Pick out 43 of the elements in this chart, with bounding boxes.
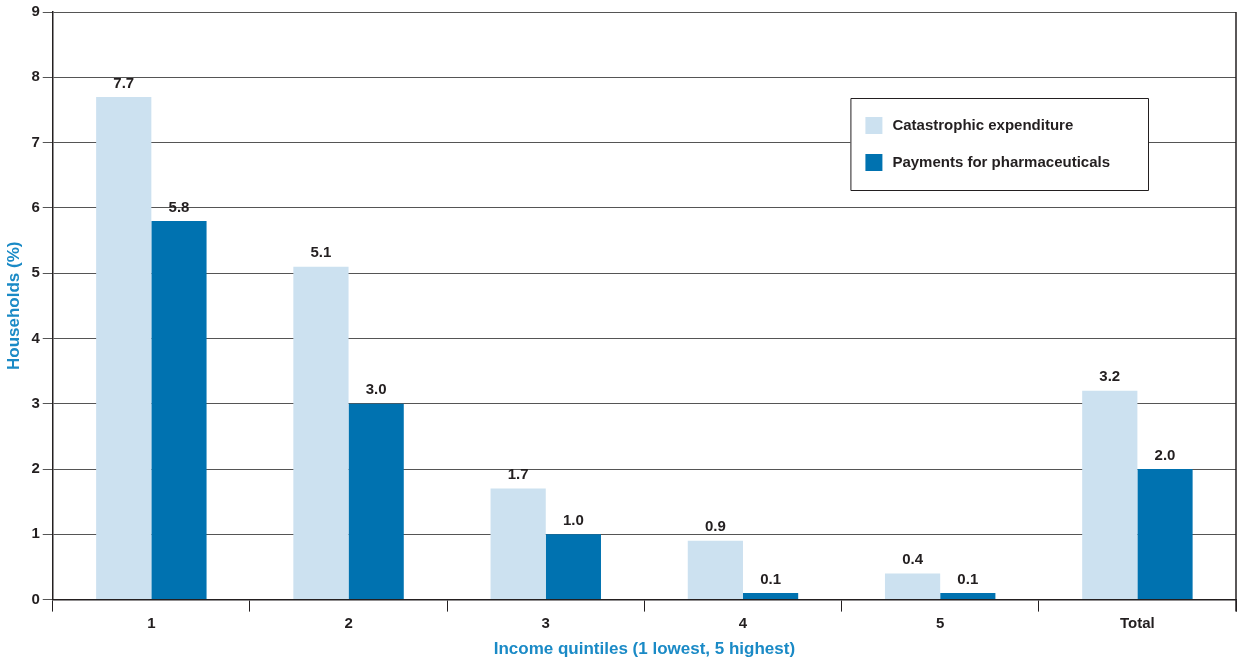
y-tick-label: 3 [31,393,40,411]
bar [742,593,799,600]
data-label: 0.4 [902,550,924,568]
data-label: 0.1 [760,569,782,587]
data-label: 0.1 [957,569,979,587]
x-tick-label: 5 [936,613,945,631]
y-tick-label: 4 [31,328,41,346]
data-label: 0.9 [704,517,726,535]
legend-label: Catastrophic expenditure [892,116,1074,134]
bar [96,96,152,600]
y-tick-label: 5 [31,263,40,281]
bar [293,266,349,600]
data-label: 1.7 [507,465,529,483]
y-tick-label: 9 [31,2,40,20]
bar [490,488,546,600]
data-label: 1.0 [562,510,584,528]
bar [940,593,996,600]
y-tick-label: 7 [31,132,40,150]
data-label: 2.0 [1154,445,1176,463]
x-axis-title: Income quintiles (1 lowest, 5 highest) [493,639,796,659]
y-tick-label: 6 [31,198,40,216]
y-tick-label: 0 [31,589,40,607]
data-label: 5.1 [310,243,332,261]
data-label: 7.7 [113,73,135,91]
bar [545,534,601,600]
x-tick-label: 3 [541,613,550,631]
x-tick-label: 1 [147,613,156,631]
data-label: 3.2 [1099,367,1121,385]
legend-label: Payments for pharmaceuticals [892,153,1111,171]
x-tick-label: Total [1120,613,1155,631]
bar [1082,390,1138,600]
y-axis-title: Households (%) [3,241,23,371]
y-tick-label: 2 [31,459,40,477]
data-label: 3.0 [365,380,387,398]
bar [348,403,404,600]
bar [687,540,743,600]
bar [151,220,207,600]
bar [1137,469,1193,600]
y-tick-label: 1 [31,524,40,542]
bar [884,573,941,600]
x-tick-label: 4 [738,613,748,631]
x-tick-label: 2 [344,613,353,631]
y-tick-label: 8 [31,67,40,85]
